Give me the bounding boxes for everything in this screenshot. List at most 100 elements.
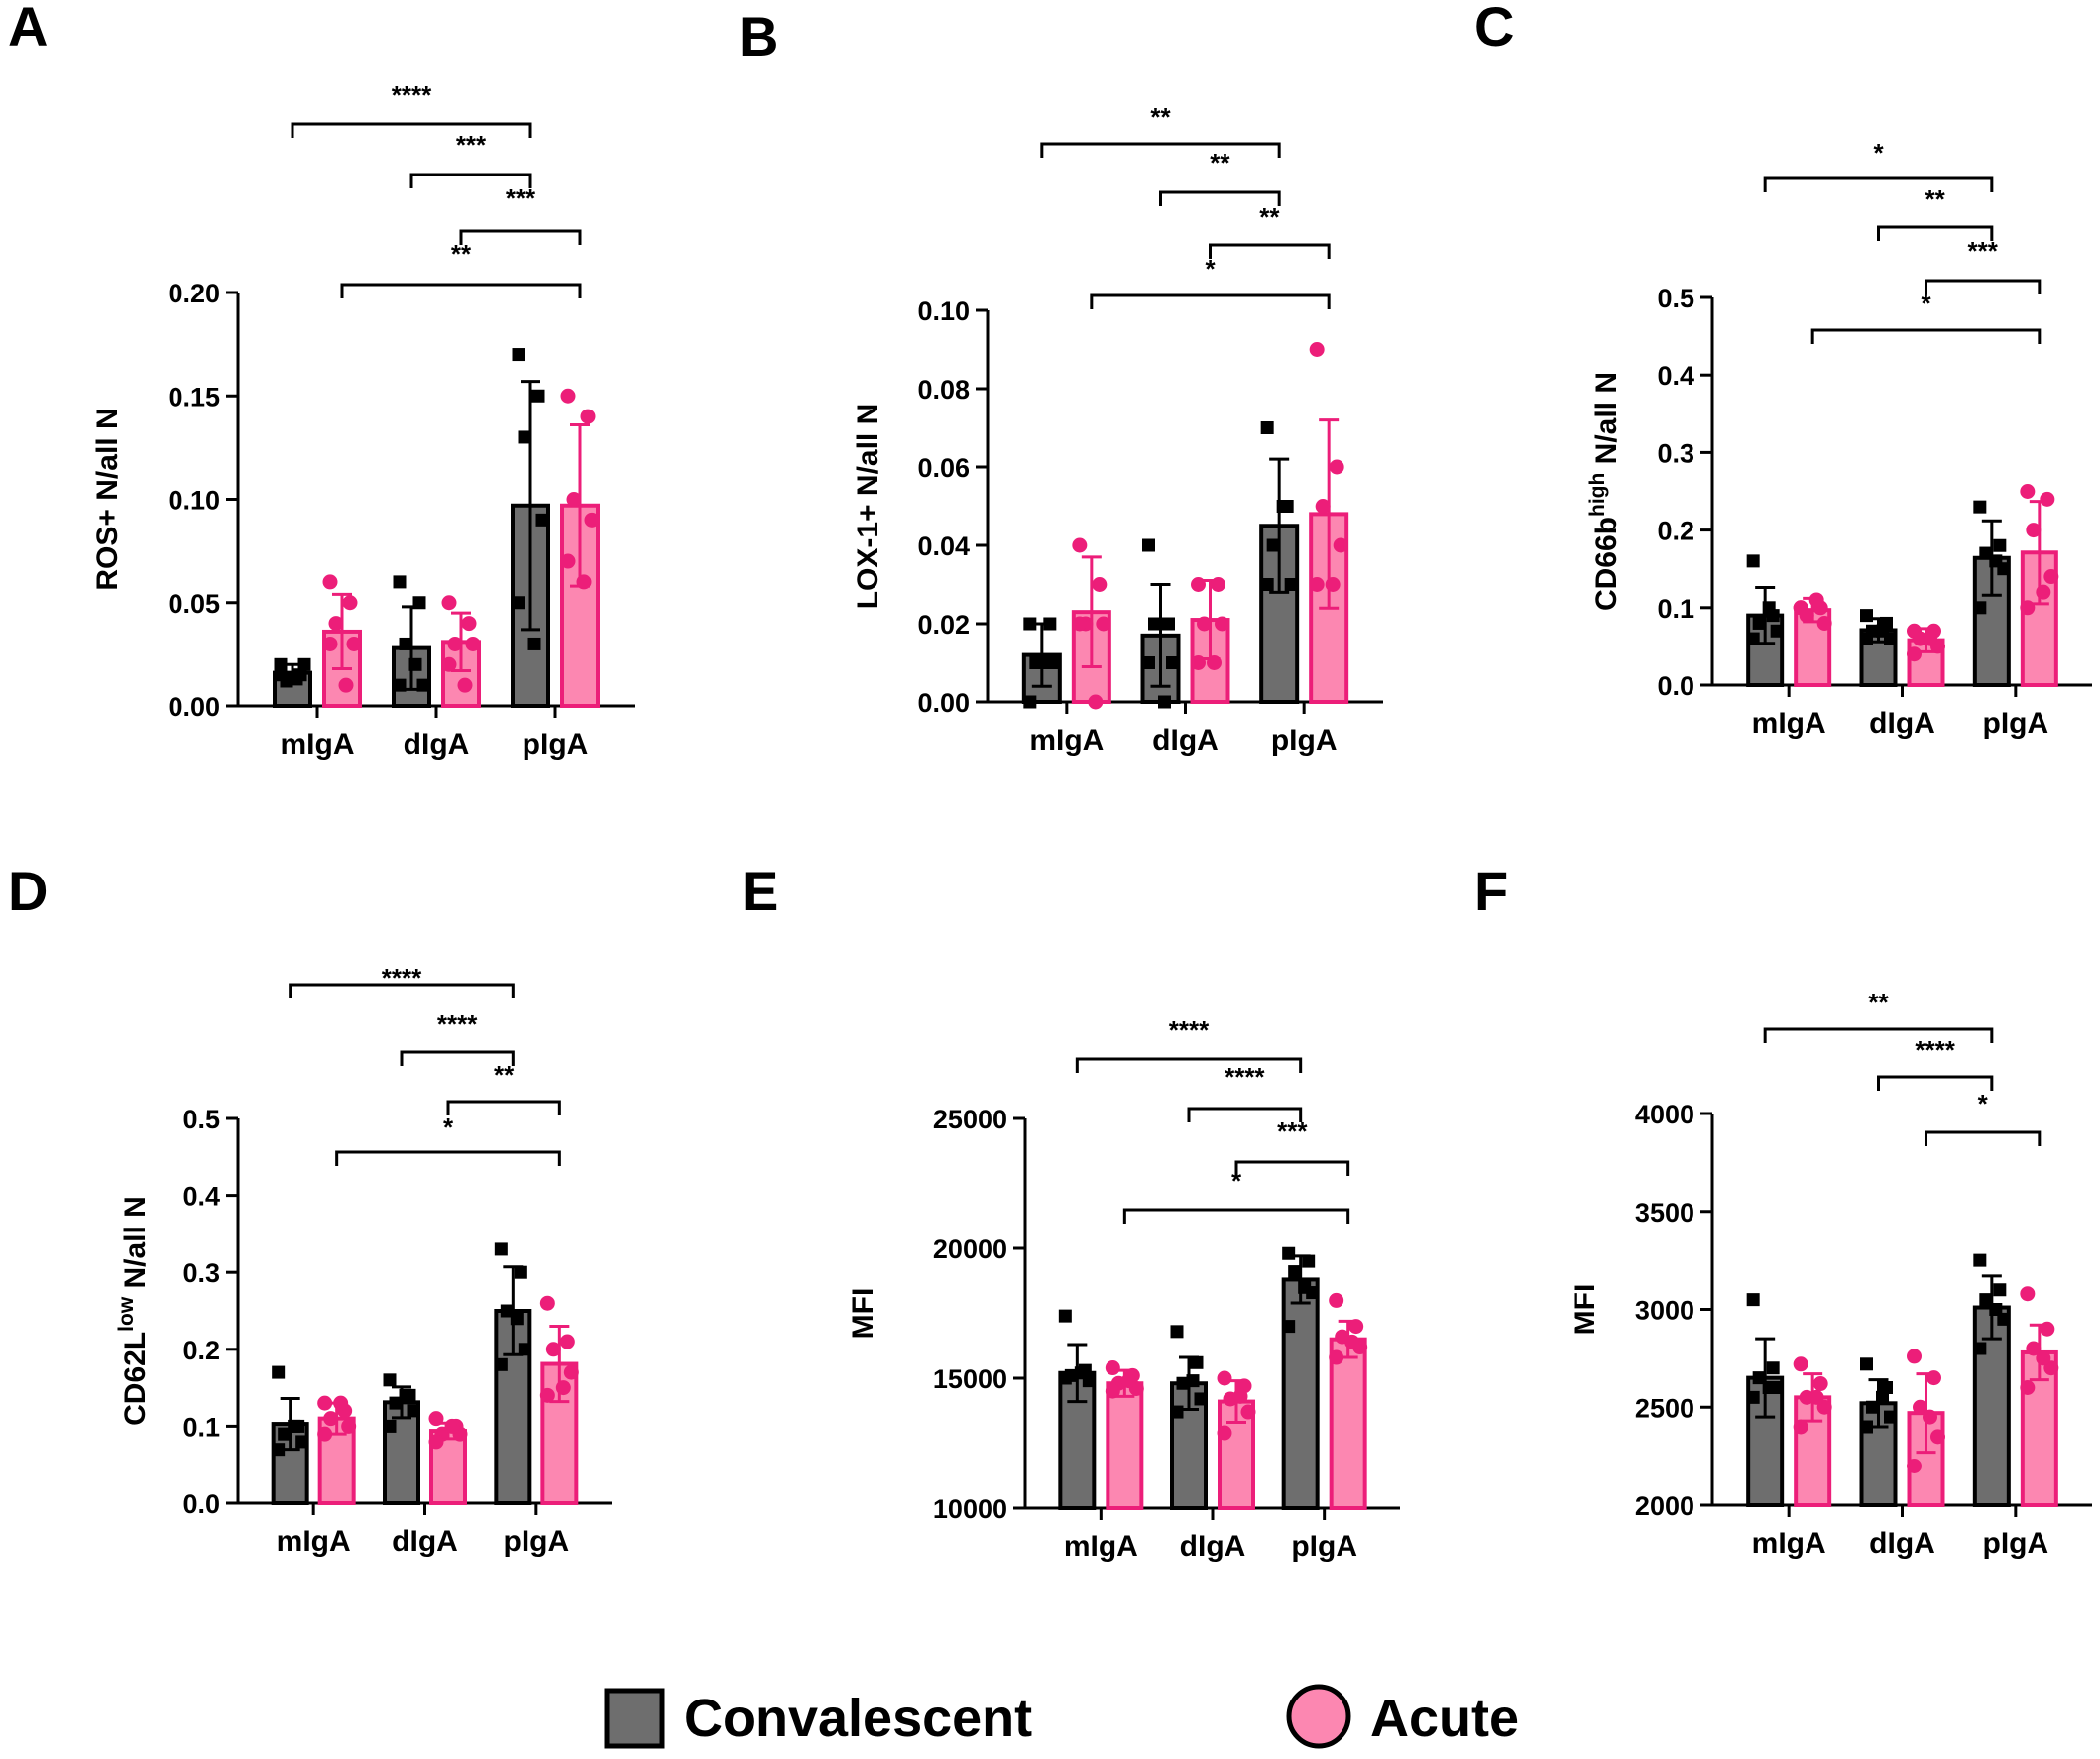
point-acute-diga xyxy=(1232,1388,1248,1404)
bar-convalescent-piga xyxy=(1972,1305,2011,1508)
significance-label: * xyxy=(1978,1089,1989,1118)
significance-label: ** xyxy=(451,239,472,269)
point-convalescent-miga xyxy=(1746,632,1760,645)
y-tick-label: 0.10 xyxy=(168,486,220,516)
y-axis-label: LOX-1+ N/all N xyxy=(852,404,884,610)
point-convalescent-diga xyxy=(408,657,422,671)
significance-label: * xyxy=(1205,254,1216,284)
point-convalescent-diga xyxy=(1158,695,1171,709)
point-convalescent-piga xyxy=(518,1343,531,1356)
point-convalescent-diga xyxy=(1162,617,1175,631)
significance-bracket xyxy=(1209,243,1331,259)
y-axis-label-rest: N/all N xyxy=(1590,372,1623,473)
point-convalescent-piga xyxy=(1298,1280,1312,1294)
point-convalescent-piga xyxy=(1276,500,1290,513)
point-acute-miga xyxy=(1808,1389,1824,1405)
point-acute-diga xyxy=(1217,1370,1232,1386)
y-tick-label: 0.15 xyxy=(168,382,220,411)
point-acute-miga xyxy=(322,574,338,590)
point-acute-diga xyxy=(461,616,477,632)
x-tick-label: dIgA xyxy=(1869,1527,1935,1560)
x-tick-label: mIgA xyxy=(281,728,355,761)
panels: 0.00 0.05 0.10 0.15 0.20 mIgA dIgA pIgA ROS+ N/a… xyxy=(91,80,2092,1563)
y-tick-label: 0.1 xyxy=(182,1412,220,1442)
y-tick-label: 20000 xyxy=(933,1234,1007,1264)
panel-label-f: F xyxy=(1474,860,1508,922)
y-axis-label-main: CD62L xyxy=(119,1332,152,1426)
point-acute-miga xyxy=(346,636,362,651)
point-convalescent-diga xyxy=(1148,617,1161,631)
point-acute-piga xyxy=(1309,577,1325,592)
point-acute-miga xyxy=(338,677,354,693)
x-tick-label: mIgA xyxy=(277,1525,351,1558)
significance-label: ** xyxy=(494,1060,515,1090)
point-acute-miga xyxy=(1096,616,1111,632)
y-tick-label: 0.02 xyxy=(917,610,970,640)
point-acute-diga xyxy=(1197,616,1212,632)
y-tick-label: 3000 xyxy=(1635,1296,1694,1326)
point-convalescent-diga xyxy=(1190,1355,1204,1369)
significance-label: * xyxy=(1873,138,1884,168)
point-acute-piga xyxy=(2020,600,2036,616)
point-convalescent-diga xyxy=(1170,1405,1184,1419)
point-convalescent-diga xyxy=(1860,1357,1873,1371)
point-acute-diga xyxy=(1923,1409,1937,1425)
x-tick-label: pIgA xyxy=(1983,707,2049,740)
y-tick-label: 3500 xyxy=(1635,1198,1694,1228)
y-tick-label: 0.1 xyxy=(1657,594,1694,624)
point-acute-piga xyxy=(1315,499,1331,514)
y-tick-label: 0.4 xyxy=(1657,361,1694,391)
x-tick-label: dIgA xyxy=(404,728,470,761)
y-tick-label: 0.10 xyxy=(917,296,970,326)
point-convalescent-miga xyxy=(1762,601,1776,615)
y-tick-label: 0.5 xyxy=(182,1105,220,1134)
y-tick-label: 0.20 xyxy=(168,279,220,308)
point-acute-piga xyxy=(1309,342,1325,357)
point-convalescent-miga xyxy=(1039,656,1053,669)
point-acute-piga xyxy=(2026,1341,2042,1356)
point-acute-piga xyxy=(1329,1292,1344,1308)
significance-bracket xyxy=(1040,142,1281,158)
point-acute-miga xyxy=(1816,615,1832,631)
significance-bracket xyxy=(1810,328,2042,344)
y-axis-label: MFI xyxy=(1569,1284,1601,1336)
point-acute-piga xyxy=(2020,1380,2036,1395)
point-acute-miga xyxy=(317,1395,333,1411)
point-acute-piga xyxy=(2026,523,2042,538)
point-convalescent-piga xyxy=(1973,500,1987,514)
point-convalescent-piga xyxy=(527,637,541,650)
point-acute-piga xyxy=(1325,577,1341,592)
point-acute-diga xyxy=(1217,1425,1232,1441)
y-tick-label: 0.0 xyxy=(182,1489,220,1519)
chart-panel-c: 0.0 0.1 0.2 0.3 0.4 0.5 mIgA dIgA pIgA CD66bhigh … xyxy=(1586,138,2092,740)
point-convalescent-piga xyxy=(1989,1303,2003,1316)
point-acute-miga xyxy=(1072,616,1088,632)
y-tick-label: 0.5 xyxy=(1657,284,1694,313)
point-convalescent-piga xyxy=(1260,578,1274,591)
point-convalescent-piga xyxy=(1282,1320,1296,1334)
significance-bracket xyxy=(340,283,582,298)
point-convalescent-diga xyxy=(416,678,430,692)
y-tick-label: 0.08 xyxy=(917,375,970,405)
point-convalescent-miga xyxy=(1043,617,1057,631)
y-axis-label-superscript: low xyxy=(115,1296,138,1332)
point-acute-miga xyxy=(1105,1383,1120,1399)
point-acute-piga xyxy=(2040,491,2055,507)
point-convalescent-piga xyxy=(1993,538,2007,552)
point-convalescent-piga xyxy=(1993,1283,2007,1297)
significance-bracket xyxy=(1234,1160,1350,1176)
point-convalescent-miga xyxy=(1746,554,1760,568)
point-convalescent-piga xyxy=(1266,538,1280,552)
point-convalescent-piga xyxy=(1282,1246,1296,1260)
point-convalescent-piga xyxy=(1288,1265,1302,1279)
point-convalescent-diga xyxy=(393,678,407,692)
point-convalescent-diga xyxy=(1166,656,1179,669)
point-acute-piga xyxy=(539,1387,555,1403)
point-convalescent-diga xyxy=(1186,1374,1200,1388)
point-convalescent-piga xyxy=(1989,554,2003,568)
significance-bracket xyxy=(1877,225,1994,241)
x-tick-label: dIgA xyxy=(1152,724,1219,757)
significance-label: **** xyxy=(437,1009,478,1039)
point-convalescent-piga xyxy=(1979,546,1993,560)
point-convalescent-piga xyxy=(1302,1254,1316,1268)
